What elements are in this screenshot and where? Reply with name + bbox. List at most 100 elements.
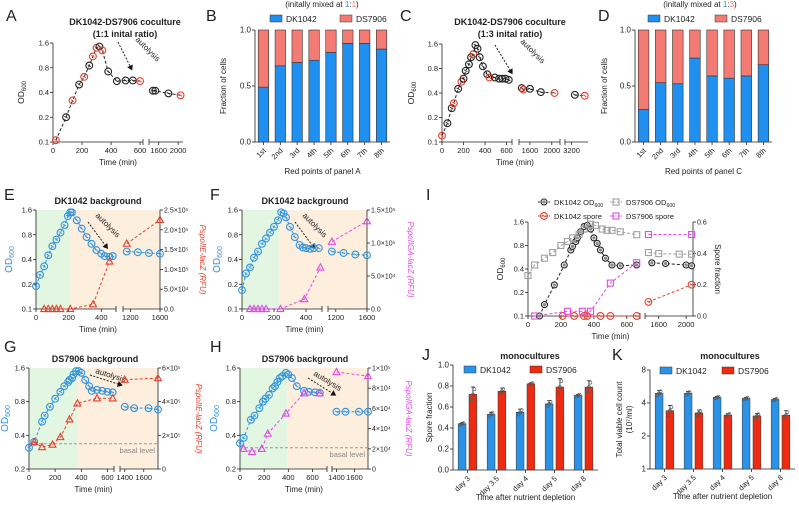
y-tick-label: 1.0 bbox=[240, 26, 252, 35]
y-axis-subtitle: (10⁷/ml) bbox=[625, 405, 634, 433]
marker-slash bbox=[288, 225, 292, 229]
x-axis-title: Time (min) bbox=[285, 485, 323, 494]
data-point bbox=[655, 250, 663, 258]
marker-slash bbox=[131, 79, 135, 82]
y-tick-label: 1.6 bbox=[22, 206, 32, 215]
marker-ring bbox=[250, 253, 258, 262]
data-point bbox=[675, 250, 683, 258]
data-point bbox=[281, 408, 291, 417]
marker-slash bbox=[58, 231, 63, 234]
marker-ring bbox=[36, 270, 45, 279]
data-point bbox=[112, 77, 121, 86]
legend-label: DS7906 bbox=[738, 366, 769, 376]
marker-ring bbox=[558, 312, 567, 320]
x-axis-title: Time (min) bbox=[592, 332, 630, 341]
marker-slash bbox=[132, 406, 137, 410]
bar-segment bbox=[325, 29, 337, 53]
marker-ring bbox=[236, 439, 244, 448]
series-line bbox=[441, 43, 509, 136]
marker-slash bbox=[366, 410, 370, 414]
x-tick-label: 400 bbox=[95, 313, 108, 322]
note-part: : bbox=[349, 0, 351, 9]
marker-slash bbox=[166, 92, 171, 95]
marker-fill bbox=[562, 263, 566, 267]
marker-ring bbox=[475, 53, 484, 62]
data-point bbox=[164, 89, 173, 98]
x-tick-label: 0 bbox=[51, 146, 55, 155]
data-point bbox=[540, 301, 549, 309]
panel-d: D 0.0 0.5 1.0 1st 2nd 3rd 4th 5th 6th 7th 8th Red po… bbox=[598, 0, 772, 176]
marker-slash bbox=[582, 94, 587, 98]
data-point bbox=[461, 66, 470, 75]
marker-slash bbox=[91, 54, 95, 58]
y-tick-label: 1.0 bbox=[438, 361, 450, 370]
marker-slash bbox=[252, 414, 257, 418]
marker-ring bbox=[105, 252, 114, 261]
marker-slash bbox=[307, 390, 311, 394]
right-y-tick-label: 1.0×10⁵ bbox=[164, 267, 189, 274]
panel-title: DK1042 background bbox=[54, 196, 141, 206]
marker-ring bbox=[258, 239, 266, 248]
data-point bbox=[282, 213, 290, 222]
data-point bbox=[247, 447, 257, 455]
data-point bbox=[558, 312, 567, 320]
data-point bbox=[144, 404, 153, 413]
x-axis-title: Time (min) bbox=[99, 158, 137, 167]
autolysis-label: autolysis bbox=[134, 35, 162, 63]
bar bbox=[752, 415, 762, 470]
data-point bbox=[51, 394, 60, 403]
marker-slash bbox=[608, 314, 613, 318]
right-y-tick-label: 0 bbox=[162, 467, 166, 474]
y-tick-label: 0.8 bbox=[226, 397, 236, 406]
marker-ring bbox=[449, 99, 458, 108]
data-point bbox=[596, 312, 605, 320]
marker-ring bbox=[268, 384, 277, 393]
y-tick-label: 0.8 bbox=[438, 382, 450, 391]
series-line bbox=[124, 406, 159, 411]
marker-ring bbox=[85, 61, 94, 70]
data-point bbox=[73, 398, 82, 407]
marker-fill bbox=[542, 200, 546, 204]
marker-fill bbox=[542, 302, 547, 307]
right-y-tick-label: 0.6 bbox=[697, 220, 707, 227]
data-point bbox=[45, 402, 54, 411]
x-tick-label: 0 bbox=[526, 320, 530, 329]
label-main: DK1042 OD bbox=[554, 198, 595, 207]
x-tick-label: 4th bbox=[686, 146, 700, 160]
replicate-dot bbox=[784, 413, 788, 417]
panel-title: DK1042-DS7906 coculture bbox=[69, 17, 181, 27]
marker-ring bbox=[238, 286, 246, 295]
bar bbox=[723, 414, 733, 470]
data-point bbox=[449, 99, 458, 108]
data-point bbox=[633, 261, 641, 269]
right-y-tick-label: 0.4 bbox=[697, 251, 707, 258]
data-point bbox=[580, 225, 588, 233]
stationary-phase-shading bbox=[70, 210, 160, 309]
legend-label: DK1042 spore bbox=[554, 212, 602, 221]
marker-slash bbox=[138, 79, 142, 83]
data-point bbox=[454, 84, 463, 93]
marker-slash bbox=[74, 218, 79, 222]
bar-segment bbox=[291, 62, 303, 143]
y-axis-title: OD600 bbox=[4, 246, 16, 273]
marker-ring bbox=[341, 407, 350, 416]
data-point bbox=[48, 439, 57, 448]
marker-slash bbox=[94, 248, 99, 252]
x-tick-label: 1600 bbox=[522, 146, 539, 155]
marker-ring bbox=[40, 262, 49, 271]
legend-label: DS7906 bbox=[356, 14, 387, 24]
marker-slash bbox=[487, 76, 492, 79]
x-tick-label: 200 bbox=[62, 313, 75, 322]
y-tick-label: 0.4 bbox=[22, 255, 32, 264]
y-tick-label: 1.6 bbox=[514, 218, 524, 227]
marker-fill bbox=[592, 236, 596, 240]
data-point bbox=[464, 60, 473, 69]
y-tick-label: 0.8 bbox=[15, 397, 25, 406]
data-point bbox=[688, 230, 696, 239]
note-part: : bbox=[727, 0, 729, 9]
marker-fill bbox=[598, 248, 603, 252]
right-y-tick-label: 0.0 bbox=[371, 307, 381, 314]
data-point bbox=[72, 216, 81, 225]
y-tick-label: 0.1 bbox=[228, 305, 238, 314]
right-y-axis-title: PspoIIGA-lacZ (RFU) bbox=[406, 221, 415, 297]
